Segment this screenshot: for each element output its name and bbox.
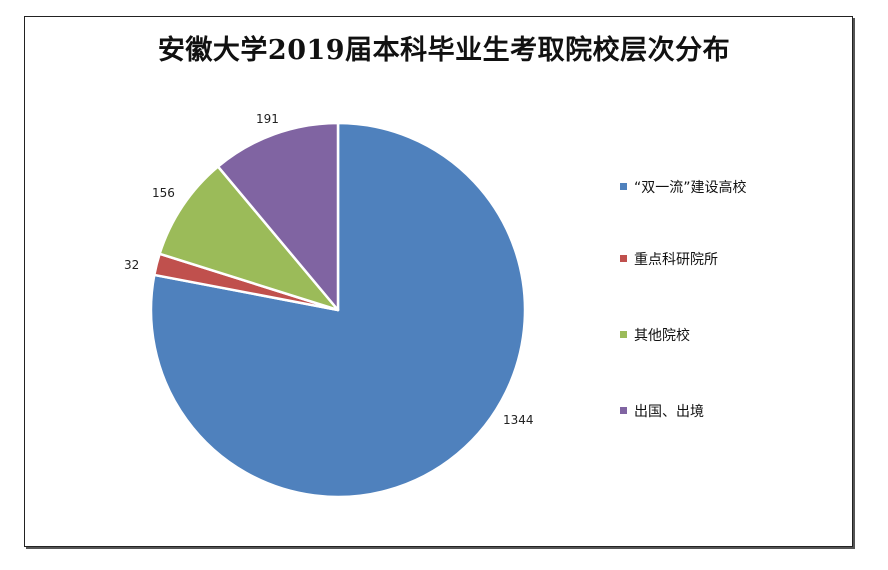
data-label-research-institutes: 32	[124, 258, 140, 272]
legend-item-double-first-class: “双一流”建设高校	[620, 177, 747, 197]
data-label-double-first-class: 1344	[503, 413, 534, 427]
legend-item-study-abroad: 出国、出境	[620, 401, 704, 421]
data-label-other-institutions: 156	[152, 186, 175, 200]
chart-title: 安徽大学2019届本科毕业生考取院校层次分布	[157, 35, 731, 66]
legend-item-other-institutions: 其他院校	[620, 325, 690, 345]
legend-label: 重点科研院所	[634, 252, 718, 268]
legend-swatch-icon	[620, 254, 627, 262]
data-label-study-abroad: 191	[256, 112, 279, 126]
legend-swatch-icon	[620, 406, 627, 414]
legend-swatch-icon	[620, 182, 627, 190]
legend-label: 出国、出境	[634, 404, 704, 420]
legend-label: “双一流”建设高校	[634, 180, 747, 196]
legend-label: 其他院校	[634, 328, 690, 344]
legend-swatch-icon	[620, 330, 627, 338]
slice-study-abroad	[216, 121, 340, 312]
slice-other-institutions	[158, 165, 340, 312]
legend-item-research-institutes: 重点科研院所	[620, 249, 718, 269]
